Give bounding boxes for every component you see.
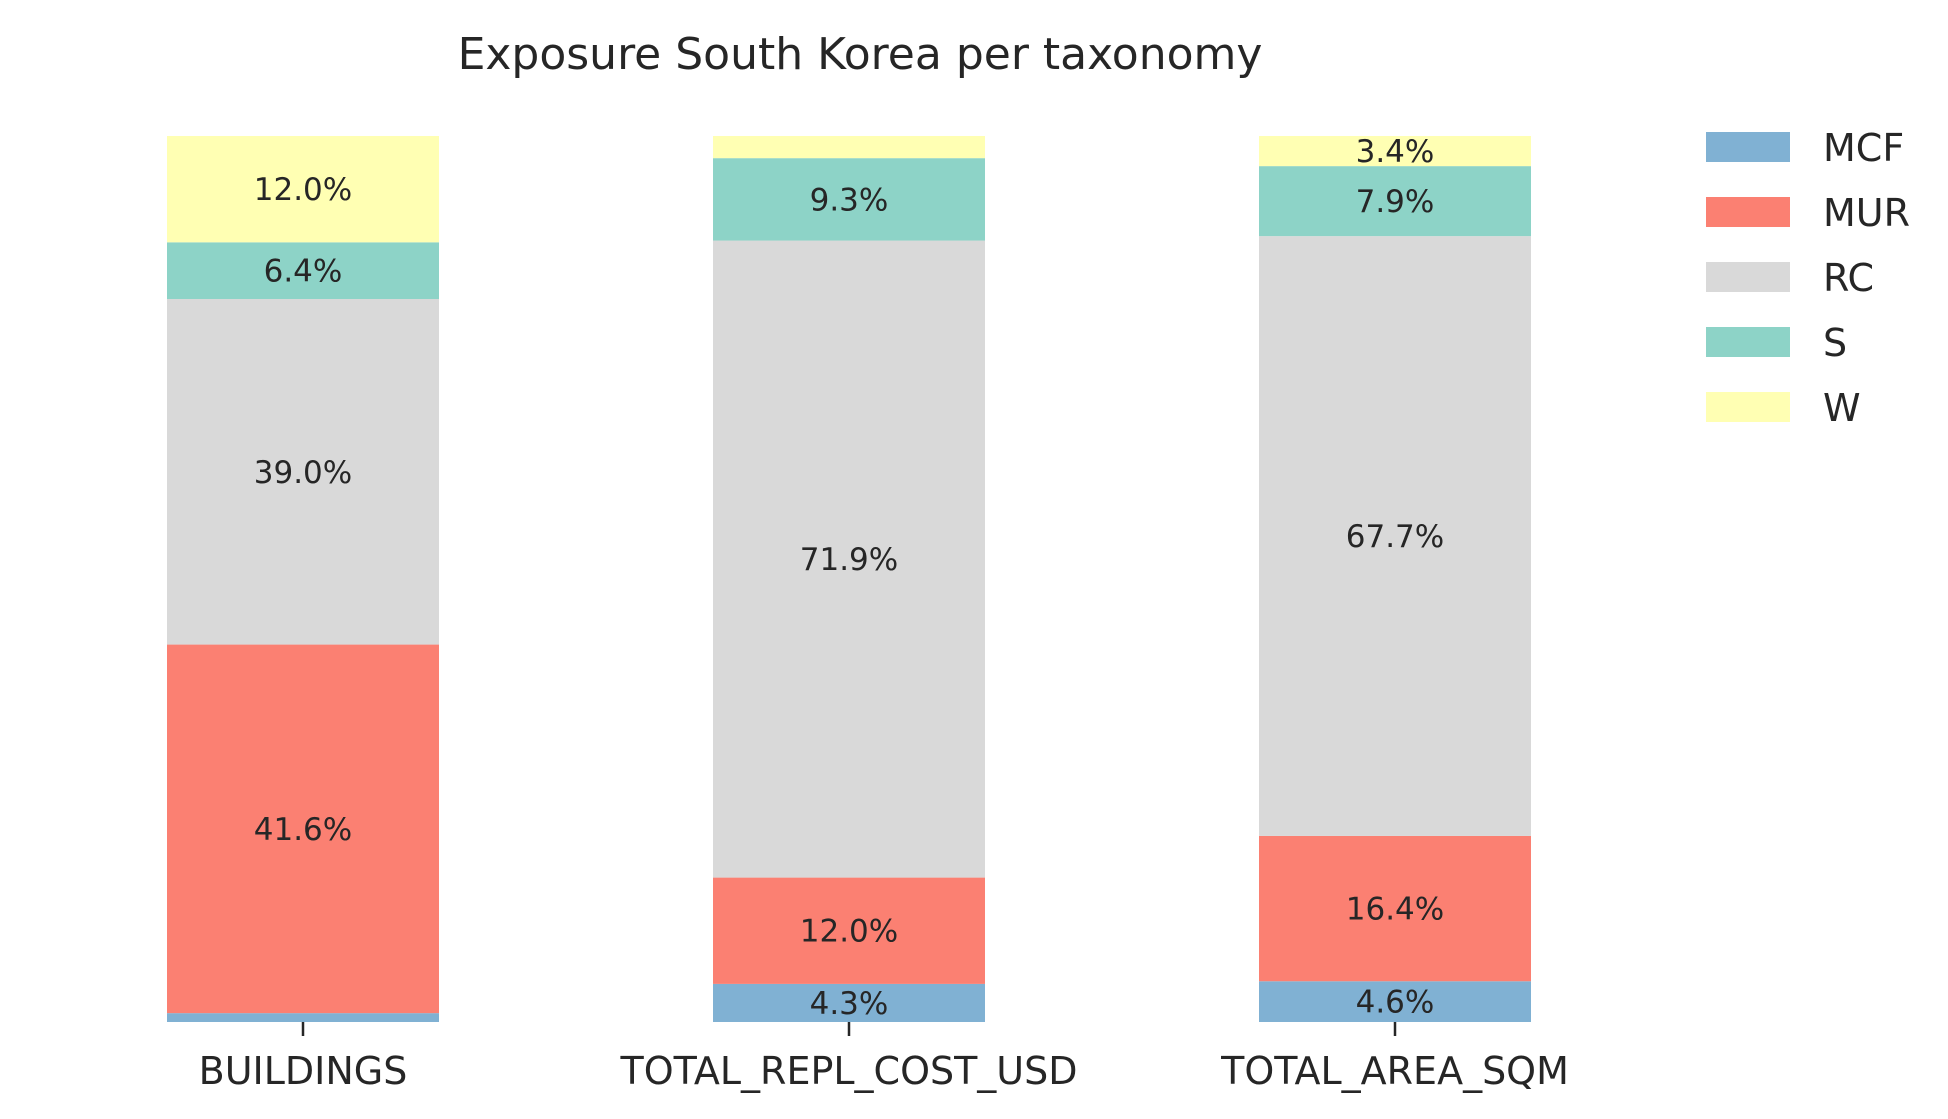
bar-total-repl-cost-usd-rc bbox=[713, 240, 985, 878]
legend-label-w: W bbox=[1823, 386, 1861, 430]
legend-swatch-w bbox=[1706, 392, 1790, 422]
bar-label-total-area-sqm-w: 3.4% bbox=[1356, 134, 1435, 170]
bar-label-total-repl-cost-usd-rc: 71.9% bbox=[800, 542, 898, 578]
bar-total-area-sqm-w bbox=[1259, 136, 1531, 167]
legend-swatch-mcf bbox=[1706, 132, 1790, 162]
bar-label-total-area-sqm-mcf: 4.6% bbox=[1356, 985, 1435, 1021]
x-tick-label-total-repl-cost-usd: TOTAL_REPL_COST_USD bbox=[619, 1049, 1077, 1093]
legend-label-mcf: MCF bbox=[1823, 126, 1904, 170]
bar-label-buildings-mur: 41.6% bbox=[254, 812, 352, 848]
legend-label-rc: RC bbox=[1823, 256, 1874, 300]
x-tick-label-total-area-sqm: TOTAL_AREA_SQM bbox=[1220, 1049, 1569, 1093]
bar-label-total-repl-cost-usd-mcf: 4.3% bbox=[810, 986, 889, 1022]
bars-group bbox=[167, 136, 1531, 1022]
bar-label-buildings-w: 12.0% bbox=[254, 172, 352, 208]
legend-swatch-mur bbox=[1706, 197, 1790, 227]
legend-label-mur: MUR bbox=[1823, 191, 1910, 235]
bar-total-area-sqm-mcf bbox=[1259, 981, 1531, 1022]
bar-label-total-area-sqm-s: 7.9% bbox=[1356, 184, 1435, 220]
bar-total-area-sqm-rc bbox=[1259, 236, 1531, 836]
chart-title: Exposure South Korea per taxonomy bbox=[458, 29, 1263, 80]
bar-buildings-rc bbox=[167, 299, 439, 645]
bar-label-total-area-sqm-rc: 67.7% bbox=[1346, 519, 1444, 555]
x-axis: BUILDINGS TOTAL_REPL_COST_USD TOTAL_AREA_S… bbox=[199, 1022, 1569, 1093]
bar-buildings-mur bbox=[167, 644, 439, 1014]
bar-total-area-sqm-s bbox=[1259, 166, 1531, 237]
bar-buildings-w bbox=[167, 136, 439, 243]
bar-total-area-sqm-mur bbox=[1259, 835, 1531, 982]
bar-label-total-repl-cost-usd-mur: 12.0% bbox=[800, 914, 898, 950]
bar-buildings-s bbox=[167, 242, 439, 300]
bar-labels-group: 41.6% 39.0% 6.4% 12.0% 4.3% 12.0% 71.9% 9.3% 4.6… bbox=[254, 134, 1444, 1022]
x-tick-label-buildings: BUILDINGS bbox=[199, 1049, 408, 1093]
bar-total-repl-cost-usd-mcf bbox=[713, 983, 985, 1022]
legend-label-s: S bbox=[1823, 321, 1847, 365]
bar-label-buildings-rc: 39.0% bbox=[254, 455, 352, 491]
bar-label-total-area-sqm-mur: 16.4% bbox=[1346, 892, 1444, 928]
bar-buildings-mcf bbox=[167, 1013, 439, 1022]
bar-label-buildings-s: 6.4% bbox=[264, 254, 343, 290]
bar-total-repl-cost-usd-s bbox=[713, 158, 985, 241]
legend: MCF MUR RC SW bbox=[1706, 126, 1910, 430]
bar-total-repl-cost-usd-mur bbox=[713, 877, 985, 984]
legend-swatch-rc bbox=[1706, 262, 1790, 292]
legend-swatch-s bbox=[1706, 327, 1790, 357]
bar-total-repl-cost-usd-w bbox=[713, 136, 985, 159]
bar-label-total-repl-cost-usd-s: 9.3% bbox=[810, 182, 889, 218]
